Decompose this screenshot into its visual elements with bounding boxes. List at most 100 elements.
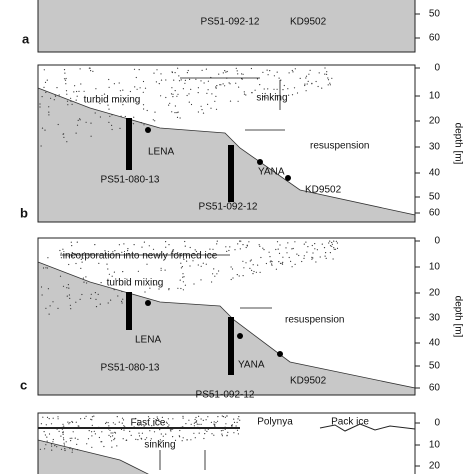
sediment-dot (237, 243, 239, 245)
depth-label: 10 (429, 440, 441, 451)
sediment-dot (265, 262, 267, 265)
sediment-dot (205, 263, 207, 265)
sediment-dot (137, 270, 139, 272)
sediment-dot (51, 449, 53, 451)
sediment-dot (195, 78, 197, 80)
sediment-dot (254, 89, 256, 91)
sediment-dot (237, 73, 239, 75)
sediment-dot (79, 253, 81, 255)
sediment-dot (276, 88, 278, 90)
sediment-dot (245, 94, 247, 96)
sediment-dot (258, 244, 260, 246)
sediment-dot (307, 246, 309, 248)
sediment-dot (174, 90, 176, 92)
sediment-dot (130, 434, 132, 436)
sediment-dot (158, 288, 160, 290)
sediment-dot (224, 416, 226, 418)
sediment-dot (262, 71, 264, 73)
sediment-dot (174, 439, 177, 441)
sediment-dot (44, 448, 46, 450)
sediment-dot (79, 119, 81, 121)
sediment-dot (252, 273, 254, 275)
sediment-dot (67, 104, 69, 106)
sediment-dot (87, 438, 90, 440)
sediment-dot (294, 263, 296, 265)
panel-frame (37, 412, 416, 474)
depth-label: 60 (429, 33, 441, 44)
sediment-dot (278, 252, 281, 254)
sediment-dot (71, 451, 73, 453)
sediment-dot (138, 435, 141, 437)
sediment-dot (227, 431, 229, 433)
sediment-dot (229, 246, 231, 248)
sediment-dot (138, 432, 140, 434)
sediment-dot (205, 419, 207, 421)
sediment-dot (40, 423, 43, 425)
sediment-dot (331, 243, 333, 245)
sediment-dot (134, 86, 136, 88)
sediment-dot (200, 105, 202, 107)
annotation: LENA (148, 147, 174, 158)
sediment-dot (269, 261, 271, 263)
sediment-dot (188, 101, 190, 103)
annotation: sinking (144, 440, 175, 451)
panel: 0 10 20 Fast ice Polynya Pack ice sinking (37, 412, 441, 474)
sediment-dot (277, 248, 279, 250)
annotation: turbid mixing (107, 278, 164, 289)
sediment-dot (58, 430, 60, 432)
sediment-dot (215, 108, 218, 110)
sediment-dot (176, 112, 178, 114)
sediment-dot (182, 273, 184, 275)
sediment-dot (64, 72, 66, 74)
sediment-dot (123, 425, 125, 427)
sediment-dot (74, 437, 76, 439)
sediment-dot (311, 258, 313, 260)
sediment-dot (205, 68, 207, 70)
sediment-dot (167, 418, 169, 420)
sediment-dot (123, 243, 125, 245)
sediment-dot (170, 430, 172, 432)
sediment-dot (162, 435, 164, 437)
sediment-dot (148, 245, 150, 247)
sediment-dot (112, 435, 114, 437)
sediment-dot (153, 72, 155, 74)
sediment-dot (194, 418, 196, 421)
sediment-dot (158, 255, 160, 257)
depth-label: 50 (429, 192, 441, 203)
sediment-dot (243, 91, 245, 93)
sediment-dot (158, 83, 160, 85)
sediment-dot (154, 284, 156, 286)
sediment-dot (180, 267, 182, 269)
sediment-dot (160, 73, 162, 75)
sediment-dot (133, 244, 135, 246)
sediment-dot (127, 248, 129, 250)
sediment-dot (222, 429, 224, 431)
sediment-dot (182, 417, 184, 419)
sediment-dot (93, 430, 95, 432)
sediment-dot (275, 268, 277, 270)
sediment-dot (230, 278, 232, 281)
panel: 0 10 20 30 40 50 60 depth [m] incorporation into… (20, 236, 463, 401)
sediment-dot (239, 248, 241, 250)
sediment-dot (52, 417, 54, 419)
sediment-dot (129, 430, 131, 432)
sediment-dot (172, 418, 174, 420)
sediment-dot (62, 431, 64, 434)
sediment-dot (143, 124, 145, 126)
sediment-dot (183, 276, 185, 278)
sediment-dot (321, 87, 323, 89)
sediment-dot (189, 265, 191, 267)
sediment-dot (242, 275, 244, 277)
sediment-dot (162, 422, 165, 424)
sediment-dot (273, 88, 275, 90)
sediment-dot (132, 123, 135, 125)
sediment-dot (63, 439, 65, 441)
sediment-dot (182, 289, 184, 291)
sediment-dot (333, 248, 335, 250)
sediment-dot (149, 430, 151, 432)
station (257, 159, 263, 165)
sediment-dot (279, 244, 281, 246)
sediment-dot (281, 263, 284, 265)
sediment-dot (74, 85, 76, 87)
sediment-dot (265, 97, 267, 99)
